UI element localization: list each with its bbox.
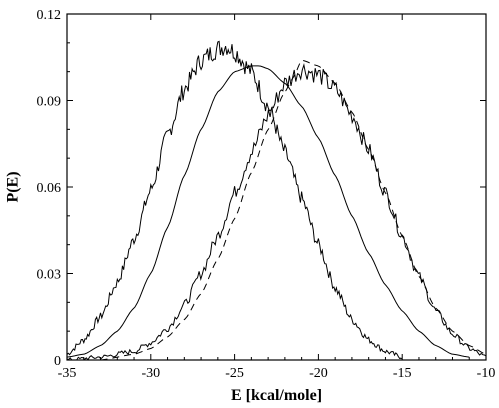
- x-axis-label: E [kcal/mole]: [231, 387, 322, 404]
- series-line-2: [66, 65, 470, 358]
- plot-marks: [66, 40, 487, 361]
- y-tick-label: 0.06: [37, 181, 62, 196]
- series-line-3: [66, 63, 487, 361]
- x-tick-label: -25: [225, 366, 244, 381]
- y-axis-label: P(E): [5, 171, 22, 202]
- x-tick-label: -30: [141, 366, 160, 381]
- x-tick-label: -10: [477, 366, 496, 381]
- y-tick-label: 0.03: [37, 268, 62, 283]
- series-line-4: [100, 59, 487, 361]
- axis-ticks: -35 -30 -25 -20 -15 -10 0 0.03 0.06 0.09 0.12: [37, 8, 496, 381]
- x-tick-label: -20: [309, 366, 328, 381]
- x-tick-label: -15: [393, 366, 412, 381]
- y-tick-label: 0.12: [37, 8, 62, 23]
- y-tick-label: 0: [54, 354, 61, 369]
- x-tick-label: -35: [58, 366, 77, 381]
- plot-frame: [66, 13, 487, 361]
- y-tick-label: 0.09: [37, 95, 62, 110]
- series-line-1: [66, 40, 403, 360]
